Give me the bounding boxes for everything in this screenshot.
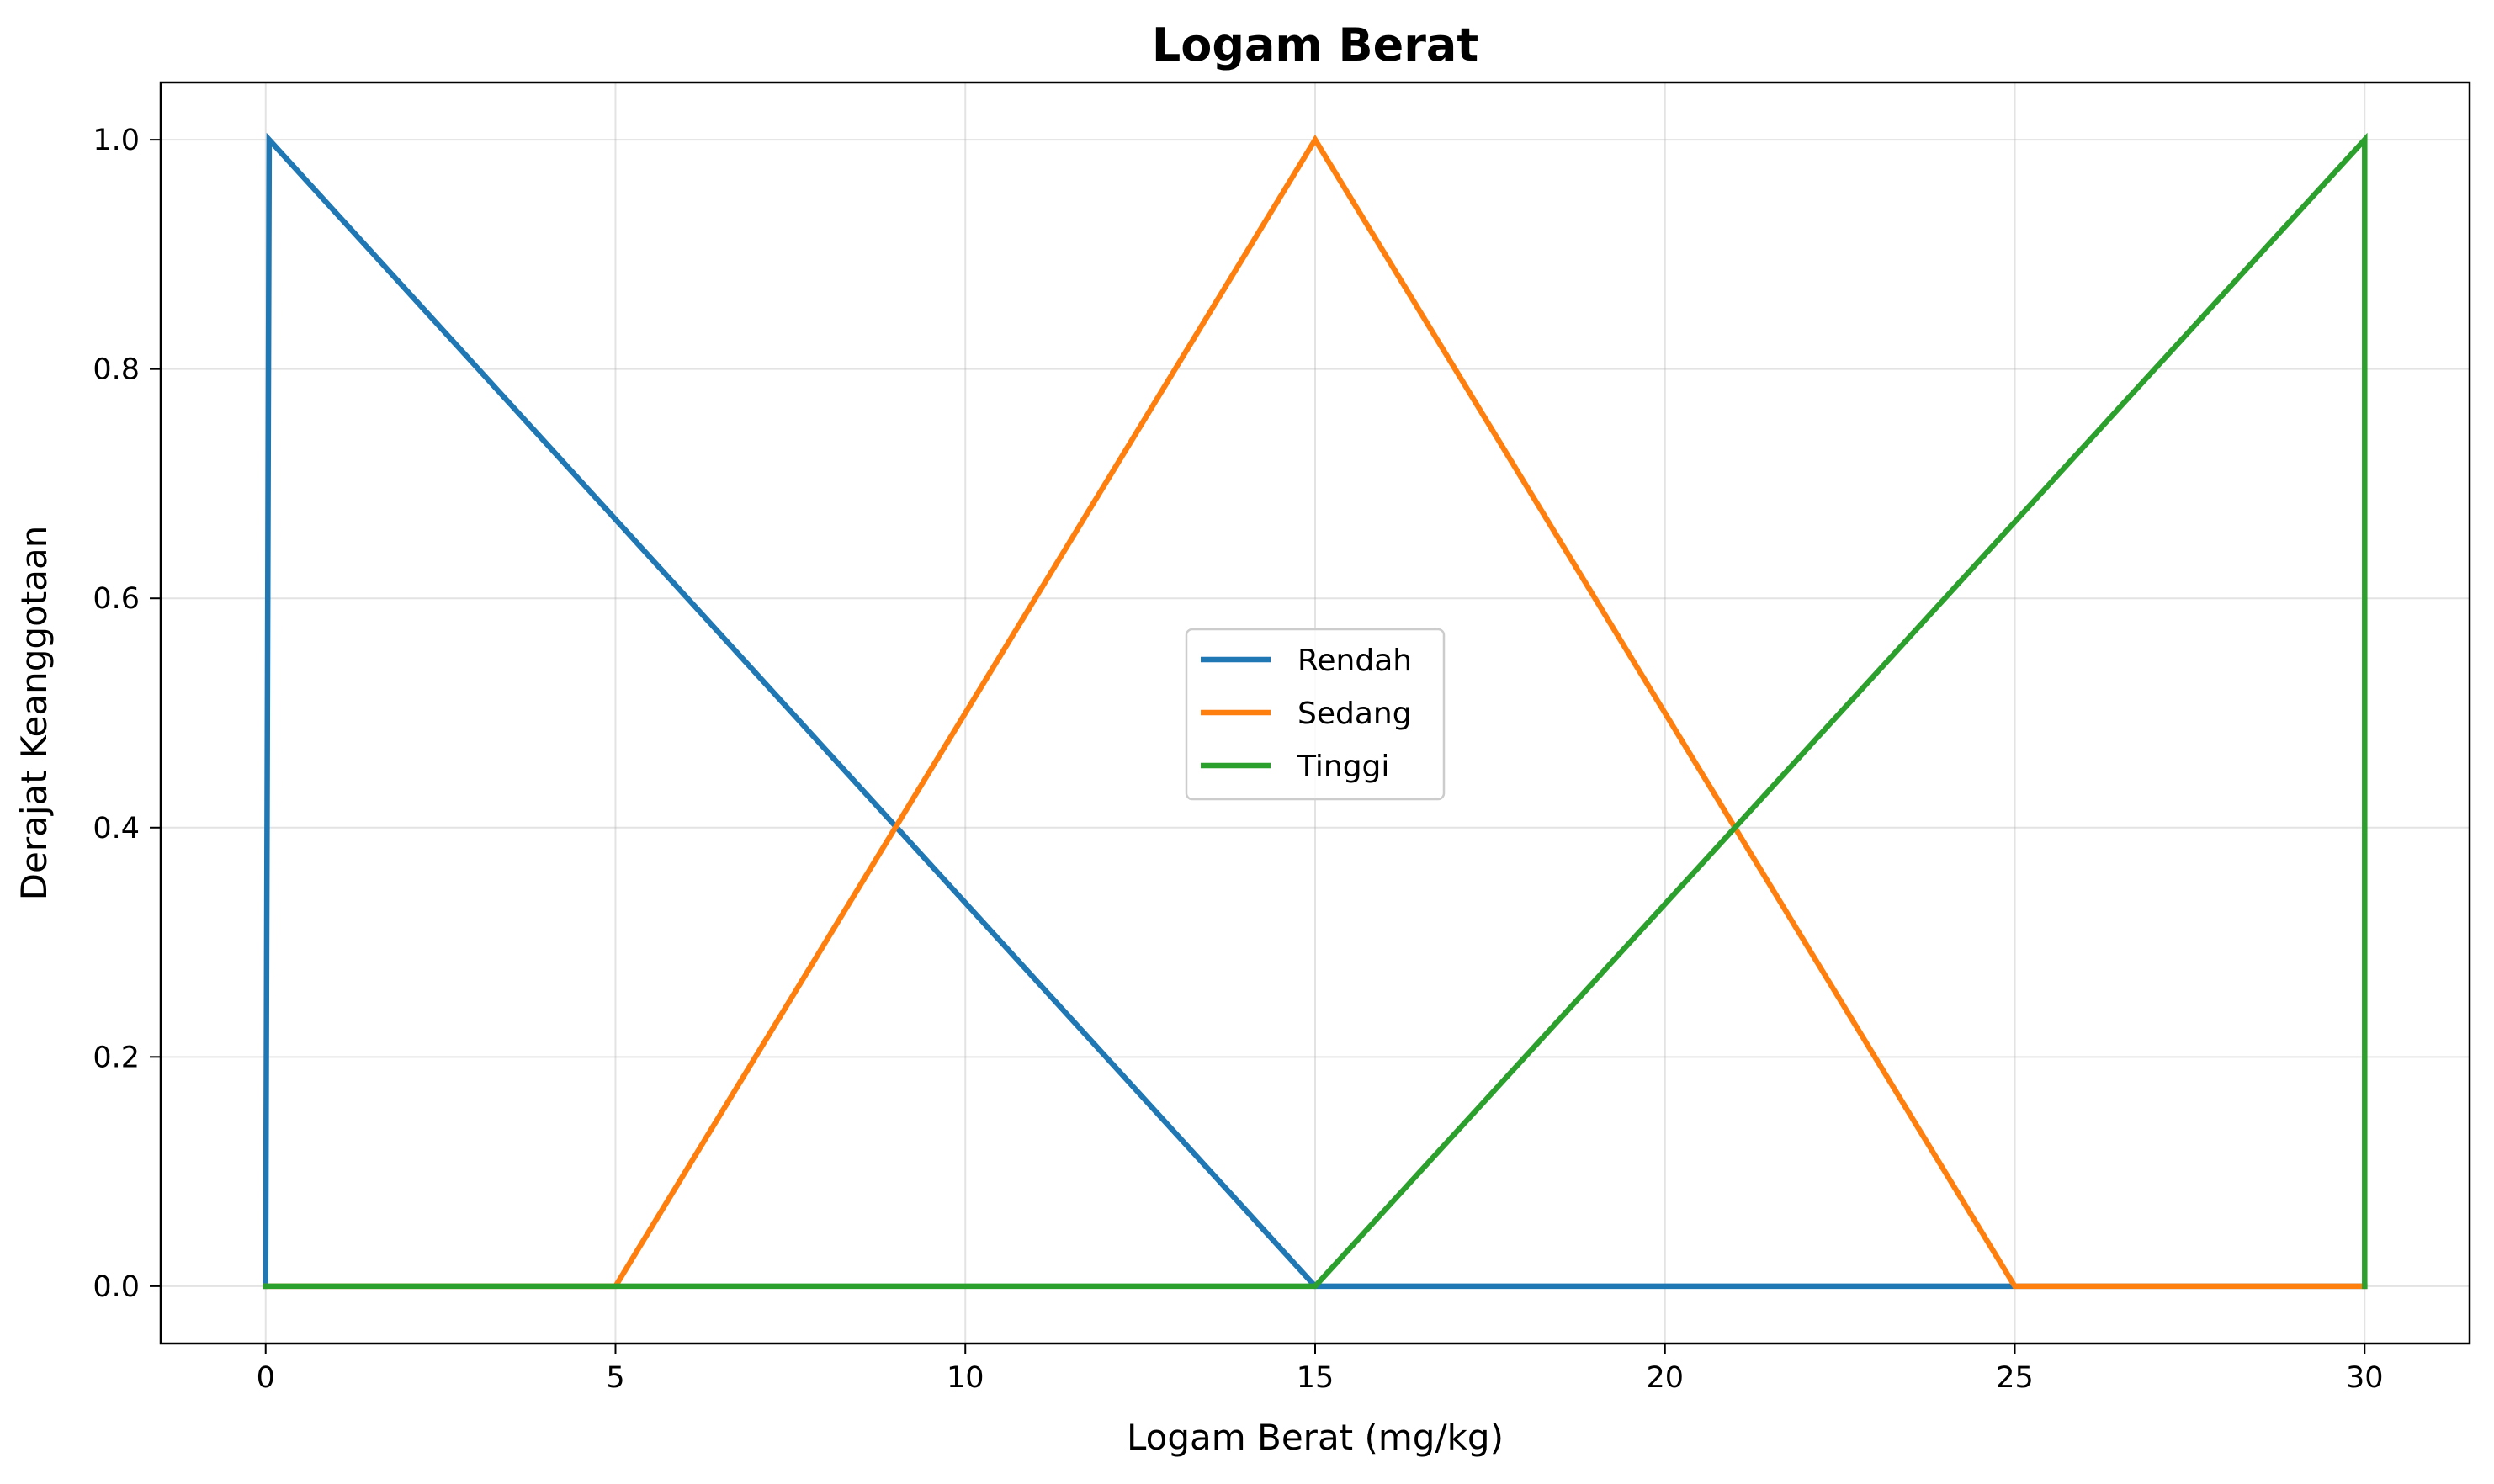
legend: Rendah Sedang Tinggi	[1185, 628, 1446, 801]
legend-entry-sedang: Sedang	[1201, 697, 1412, 731]
x-tick-label: 10	[947, 1361, 984, 1395]
y-tick-label: 0.0	[93, 1270, 140, 1304]
series-line-tinggi	[263, 132, 2368, 1290]
y-tick-label: 0.8	[93, 353, 140, 387]
legend-entry-rendah: Rendah	[1201, 644, 1412, 678]
y-tick-label: 0.6	[93, 582, 140, 616]
y-tick-label: 1.0	[93, 124, 140, 157]
legend-entry-tinggi: Tinggi	[1201, 750, 1389, 784]
x-axis-ticks: 0 5 10 15 20 25 30	[257, 1344, 2384, 1395]
legend-label: Tinggi	[1297, 750, 1389, 784]
chart-title: Logam Berat	[1152, 19, 1478, 72]
x-tick-label: 20	[1646, 1361, 1684, 1395]
x-tick-label: 5	[606, 1361, 624, 1395]
legend-box	[1185, 628, 1446, 801]
y-tick-label: 0.2	[93, 1041, 140, 1074]
series-line-rendah	[263, 132, 2368, 1290]
y-tick-label: 0.4	[93, 812, 140, 845]
series-group	[263, 132, 2368, 1290]
legend-label: Sedang	[1297, 697, 1412, 731]
x-tick-label: 0	[257, 1361, 275, 1395]
y-axis-ticks: 0.0 0.2 0.4 0.6 0.8 1.0	[93, 124, 161, 1304]
y-axis-label: Derajat Keanggotaan	[13, 526, 55, 901]
x-tick-label: 25	[1996, 1361, 2034, 1395]
legend-label: Rendah	[1297, 644, 1412, 678]
x-tick-label: 15	[1297, 1361, 1335, 1395]
x-axis-label: Logam Berat (mg/kg)	[1127, 1417, 1504, 1458]
x-tick-label: 30	[2346, 1361, 2384, 1395]
